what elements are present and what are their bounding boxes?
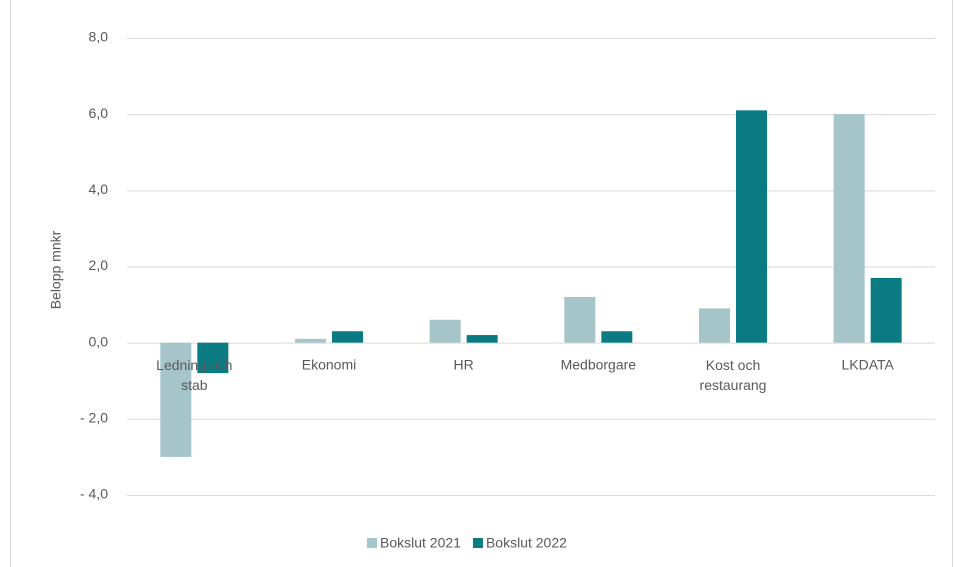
x-tick-label: Medborgare xyxy=(561,357,637,373)
bar xyxy=(736,110,767,343)
bar xyxy=(429,319,461,343)
bar xyxy=(197,342,229,374)
bar xyxy=(601,331,633,343)
bar xyxy=(833,114,865,343)
x-tick-label: LKDATA xyxy=(841,357,894,373)
y-tick-label: 2,0 xyxy=(89,257,109,273)
bar xyxy=(295,338,326,343)
y-tick-label: 0,0 xyxy=(89,333,109,349)
legend-label: Bokslut 2022 xyxy=(486,535,567,551)
bar xyxy=(564,296,596,343)
legend-swatch xyxy=(472,538,483,548)
x-tick-label: HR xyxy=(454,357,474,373)
bar xyxy=(870,277,902,343)
x-tick-label: Ledning och stab xyxy=(156,357,232,393)
legend-label: Bokslut 2021 xyxy=(380,535,461,551)
bar xyxy=(160,342,192,457)
bar xyxy=(466,335,498,343)
y-tick-label: 6,0 xyxy=(89,105,109,121)
bar xyxy=(332,331,363,343)
y-tick-label: - 4,0 xyxy=(80,486,108,502)
x-tick-label: Kost och restaurang xyxy=(700,357,767,393)
y-tick-label: 4,0 xyxy=(89,181,109,197)
x-tick-label: Ekonomi xyxy=(302,357,356,373)
legend-swatch xyxy=(367,538,377,548)
bar xyxy=(699,308,730,343)
y-axis-label: Belopp mnkr xyxy=(48,230,64,309)
chart-frame xyxy=(10,0,953,567)
y-tick-label: - 2,0 xyxy=(80,410,108,426)
y-tick-label: 8,0 xyxy=(89,29,109,45)
